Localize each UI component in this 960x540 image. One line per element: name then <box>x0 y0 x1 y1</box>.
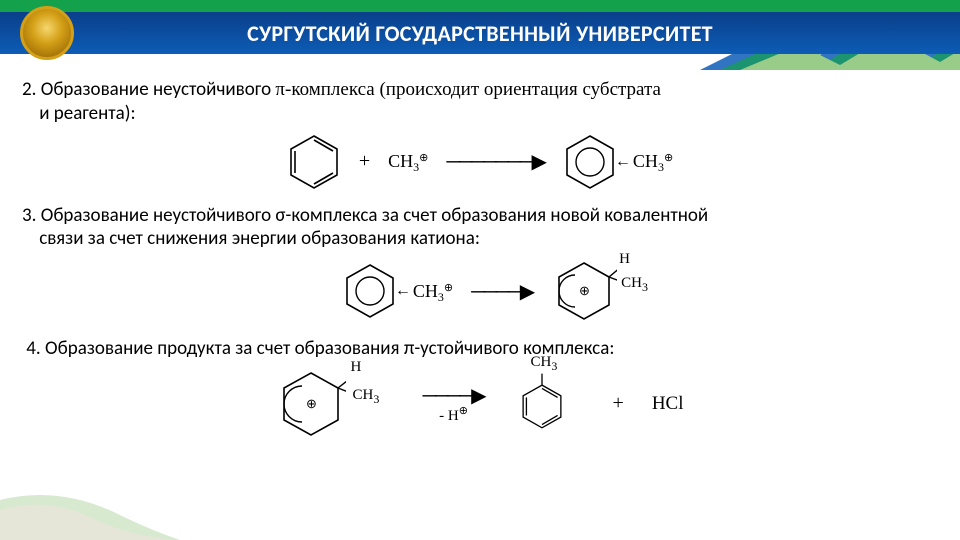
university-title: СУРГУТСКИЙ ГОСУДАРСТВЕННЫЙ УНИВЕРСИТЕТ <box>247 20 713 47</box>
slide-header: СУРГУТСКИЙ ГОСУДАРСТВЕННЫЙ УНИВЕРСИТЕТ <box>0 0 960 70</box>
section-2-num: 2. <box>22 78 36 101</box>
pi-complex-product: ← CH3⊕ <box>563 132 673 192</box>
toluene-product: CH3 <box>513 372 571 436</box>
diagram-sigma-complex: ← CH3⊕ ────▶ ⊕ H CH3 <box>22 257 938 325</box>
ch3-cation-3: CH3⊕ <box>413 281 453 302</box>
footer-decoration <box>0 480 180 540</box>
minus-h-cation: - H⊕ <box>439 408 468 425</box>
university-logo <box>20 6 74 60</box>
section-4-num: 4. <box>26 337 40 360</box>
section-4-text: 4. Образование продукта за счет образова… <box>22 337 938 361</box>
svg-text:⊕: ⊕ <box>306 396 317 411</box>
left-arrow-icon-2: ← <box>395 282 411 300</box>
plus-sign-2: + <box>613 392 624 415</box>
benzene-ring <box>287 132 341 192</box>
slide-content: 2. Образование неустойчивого π-комплекса… <box>0 70 960 441</box>
reaction-arrow: ───────▶ <box>446 149 545 174</box>
section-3-num: 3. <box>22 204 36 227</box>
ch3-cation-2: CH3⊕ <box>633 151 673 172</box>
sigma-ch3: CH3 <box>621 275 648 292</box>
diagram-pi-complex: + CH3⊕ ───────▶ ← CH3⊕ <box>22 132 938 192</box>
benzene-pi-ring-2 <box>343 261 397 321</box>
sigma-H-2: H <box>350 359 361 376</box>
sigma-ring-2: ⊕ <box>276 367 346 441</box>
reaction-arrow-3: ────▶ <box>422 383 484 408</box>
reaction-arrow-2: ────▶ <box>471 279 533 304</box>
arrow-with-loss: ────▶ - H⊕ <box>422 383 484 425</box>
hcl-product: HCl <box>652 393 684 415</box>
diagram-product: ⊕ H CH3 ────▶ - H⊕ <box>22 367 938 441</box>
pi-complex-reactant: ← CH3⊕ <box>343 261 453 321</box>
sigma-ring: ⊕ <box>551 257 617 325</box>
sigma-complex: ⊕ H CH3 <box>551 257 617 325</box>
toluene-ring <box>513 372 571 436</box>
plus-sign: + <box>359 150 370 173</box>
sigma-H: H <box>619 251 630 268</box>
section-3-text: 3. Образование неустойчивого σ-комплекса… <box>22 204 938 252</box>
section-2-text: 2. Образование неустойчивого π-комплекса… <box>22 78 938 126</box>
sigma-complex-2: ⊕ H CH3 <box>276 367 346 441</box>
svg-text:⊕: ⊕ <box>579 283 590 298</box>
left-arrow-icon: ← <box>615 153 631 171</box>
benzene-pi-ring <box>563 132 617 192</box>
title-banner: СУРГУТСКИЙ ГОСУДАРСТВЕННЫЙ УНИВЕРСИТЕТ <box>0 12 960 54</box>
ch3-cation: CH3⊕ <box>388 151 428 172</box>
toluene-ch3: CH3 <box>531 354 558 371</box>
sigma-ch3-2: CH3 <box>352 387 379 404</box>
